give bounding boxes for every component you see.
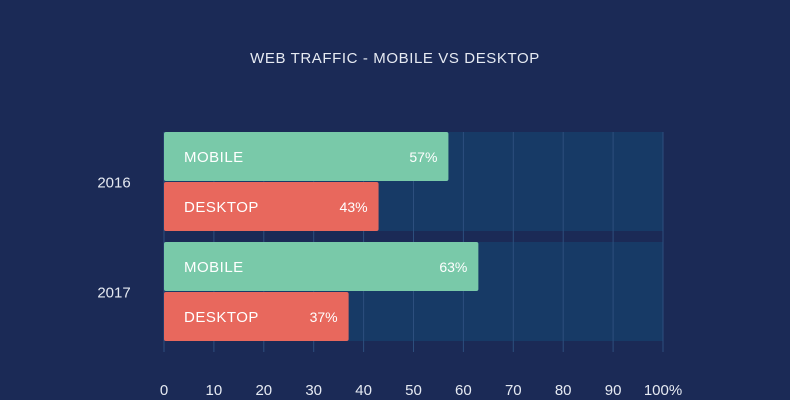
bar-series-label: DESKTOP (184, 199, 259, 216)
bar-value-label: 43% (340, 199, 368, 215)
x-tick-label: 70 (505, 382, 522, 399)
bar-value-label: 37% (310, 309, 338, 325)
bar-mobile (164, 242, 479, 291)
category-label: 2017 (97, 285, 130, 302)
bar-mobile (164, 132, 449, 181)
bar-value-label: 57% (409, 149, 437, 165)
x-tick-label: 40 (355, 382, 372, 399)
x-tick-label: 100% (644, 382, 682, 399)
x-tick-label: 50 (405, 382, 422, 399)
x-tick-label: 80 (555, 382, 572, 399)
x-tick-label: 0 (160, 382, 168, 399)
x-tick-label: 20 (255, 382, 272, 399)
bar-desktop (164, 292, 349, 341)
x-tick-label: 10 (206, 382, 223, 399)
x-tick-label: 60 (455, 382, 472, 399)
bar-desktop (164, 182, 379, 231)
bar-series-label: MOBILE (184, 259, 244, 276)
bar-series-label: MOBILE (184, 149, 244, 166)
bars: MOBILE 57% DESKTOP 43% MOBILE 63% DESKTOP 37% (164, 132, 479, 341)
x-tick-label: 30 (305, 382, 322, 399)
x-tick-label: 90 (605, 382, 622, 399)
chart-title: WEB TRAFFIC - MOBILE VS DESKTOP (250, 50, 540, 67)
x-axis-ticks: 0 10 20 30 40 50 60 70 80 90 100% (160, 382, 682, 399)
category-label: 2016 (97, 175, 130, 192)
bar-series-label: DESKTOP (184, 309, 259, 326)
category-labels: 2016 2017 (97, 175, 130, 302)
bar-value-label: 63% (439, 259, 467, 275)
